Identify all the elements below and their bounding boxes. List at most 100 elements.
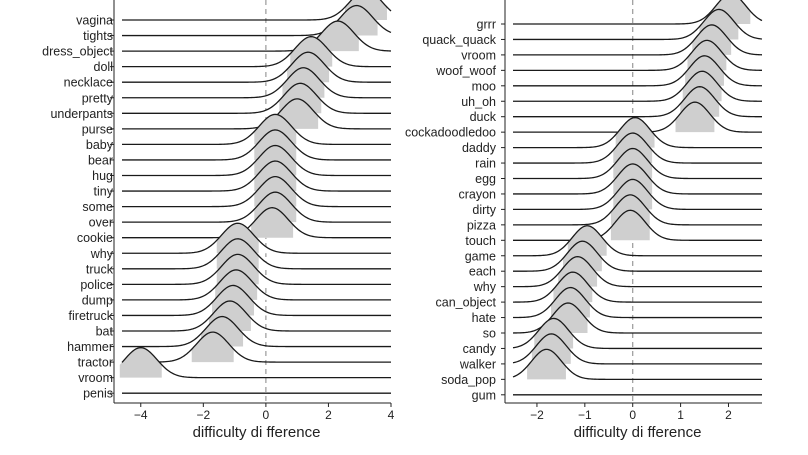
ridge-line [512,348,762,380]
ridge-shade [316,21,359,52]
row-label: some [82,200,113,214]
row-label: hate [472,311,496,325]
ridge-line [513,209,762,241]
row-label: touch [465,234,496,248]
ridge-line [512,333,762,365]
ridge-line [122,175,391,208]
row-label: duck [470,110,497,124]
row-label: vagina [76,14,113,28]
ridge-line [122,0,392,21]
row-label: why [90,247,114,261]
ridge-line [122,51,391,83]
ridge-line [122,331,391,363]
x-tick-label: 1 [677,408,684,422]
row-label: truck [86,262,114,276]
ridge-line [513,163,762,195]
ridge-line [513,240,762,272]
row-label: cookie [77,231,113,245]
ridge-shade [251,207,294,238]
ridge-line [513,286,762,319]
ridge-line [513,225,762,257]
row-label: crayon [458,187,496,201]
row-label: doll [94,60,113,74]
ridge-line [122,20,392,52]
row-label: hammer [67,340,113,354]
row-label: grrr [477,18,496,32]
row-label: vroom [461,48,496,62]
ridge-line [122,207,391,239]
row-label: penis [83,387,113,401]
ridge-shade [191,332,234,363]
ridge-shade [527,349,566,380]
ridge-background [513,318,762,349]
row-label: firetruck [69,309,114,323]
ridge-line [122,300,391,332]
ridge-line [122,144,391,177]
x-axis-label: difficulty di fference [574,424,702,441]
row-label: can_object [436,296,497,310]
ridge-line [122,67,391,99]
x-tick-label: −4 [134,408,148,422]
ridge-line [513,194,762,226]
row-label: purse [82,122,113,136]
ridge-line [122,191,391,223]
ridge-line [513,116,762,149]
row-label: cockadoodledoo [405,126,496,140]
row-label: dump [82,293,113,307]
row-label: soda_pop [441,373,496,387]
row-label: hug [92,169,113,183]
ridge-shade [675,102,715,133]
x-tick-label: −2 [196,408,210,422]
ridge-shade [119,347,162,378]
row-label: tiny [94,185,114,199]
row-label: daddy [462,141,497,155]
ridge-background [122,285,391,316]
x-tick-label: −2 [530,408,544,422]
row-label: walker [459,357,496,371]
ridge-background [122,83,391,114]
ridge-line [122,98,391,130]
ridge-line [122,113,391,146]
ridge-line [513,39,763,71]
ridge-line [513,86,762,118]
row-label: gum [472,388,496,402]
row-label: uh_oh [461,95,496,109]
ridge-background [122,332,391,363]
row-label: tractor [78,356,113,370]
ridge-line [513,132,762,164]
ridge-line [122,315,391,348]
row-label: woof_woof [435,64,496,78]
ridge-line [513,147,762,180]
x-tick-label: −1 [578,408,592,422]
row-label: baby [86,138,114,152]
ridge-background [122,301,391,331]
row-label: necklace [64,76,113,90]
ridge-line [122,82,391,114]
ridge-line [513,70,762,102]
ridge-shade [610,210,650,241]
ridge-line [122,35,391,68]
row-label: bat [96,325,114,339]
row-label: candy [463,342,497,356]
x-tick-label: 2 [325,408,332,422]
x-tick-label: 2 [725,408,732,422]
row-label: egg [475,172,496,186]
ridge-line [122,222,391,254]
ridge-line [121,347,391,379]
row-label: moo [472,79,496,93]
row-label: over [89,216,113,230]
row-label: police [80,278,113,292]
ridge-line [512,317,762,350]
ridge-line [122,253,391,285]
ridge-line [513,0,763,25]
ridge-line [513,271,762,303]
ridge-line [122,238,391,270]
ridge-line [513,8,763,41]
row-label: tights [83,29,113,43]
row-label: pretty [82,91,114,105]
ridge-line [513,55,762,87]
row-label: so [483,327,496,341]
row-label: dirty [472,203,496,217]
